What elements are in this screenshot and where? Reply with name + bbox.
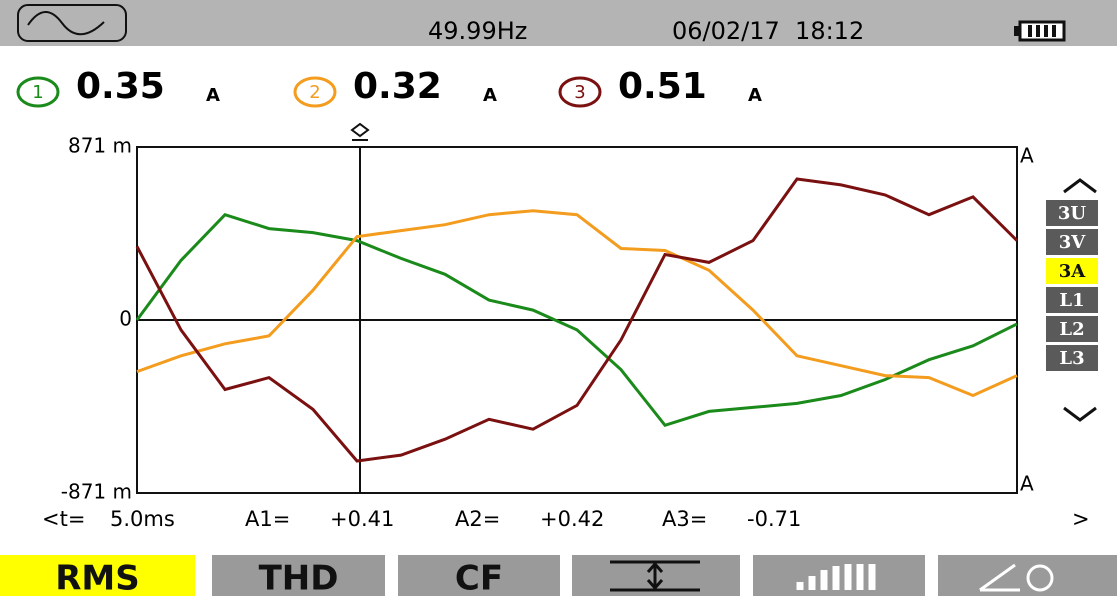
reading-unit: A (483, 85, 497, 106)
tab-label: THD (259, 559, 339, 596)
reading-value: 0.35 (76, 66, 165, 107)
unit-label: A (1020, 144, 1034, 168)
menu-item-label: 3U (1058, 203, 1087, 224)
wave-icon-curve (27, 11, 105, 36)
menu-item[interactable] (1046, 229, 1098, 255)
tab-cursor-icon (610, 560, 700, 592)
cursor-marker (350, 122, 370, 141)
tab[interactable] (212, 555, 385, 596)
reading-unit: A (748, 85, 762, 106)
menu-up[interactable] (1063, 178, 1097, 194)
menu-item-label: L1 (1059, 290, 1084, 311)
phase-badge (558, 76, 602, 108)
phase-number: 3 (574, 82, 585, 103)
series-line (135, 212, 1018, 428)
tab[interactable] (398, 555, 560, 596)
tab-label: CF (455, 559, 503, 596)
y-tick-label: 0 (119, 307, 132, 331)
phase-badge (16, 76, 60, 108)
unit-label: A (1020, 472, 1034, 496)
tab-phasor-icon (979, 563, 1020, 592)
top-bar (0, 0, 1117, 46)
menu-item-label: L2 (1059, 319, 1084, 340)
tab[interactable] (0, 555, 195, 596)
cursor-t-value: 5.0ms (110, 507, 175, 531)
tab-phasor-circle (1026, 564, 1054, 592)
series-line (135, 177, 1019, 463)
menu-item[interactable] (1046, 316, 1098, 342)
cursor-t-label: <t= (42, 507, 85, 531)
menu-item-label: 3A (1059, 261, 1087, 282)
battery-level (1028, 25, 1056, 37)
cursor-label: A1= (245, 507, 290, 531)
battery-tip (1014, 26, 1020, 36)
tab-label: RMS (55, 559, 140, 596)
phase-number: 1 (32, 82, 43, 103)
datetime: 06/02/17 18:12 (672, 17, 864, 45)
menu-item[interactable] (1046, 345, 1098, 371)
cursor-value: +0.42 (540, 507, 604, 531)
cursor-value: +0.41 (330, 507, 394, 531)
cursor-value: -0.71 (747, 507, 801, 531)
menu-item[interactable] (1046, 200, 1098, 226)
series-line (136, 209, 1018, 398)
frequency: 49.99Hz (428, 17, 527, 45)
reading-value: 0.51 (618, 66, 707, 107)
cursor-next[interactable]: > (1072, 507, 1090, 531)
tab-bars-icon (796, 564, 876, 590)
cursor-label: A2= (455, 507, 500, 531)
wave-icon (17, 4, 127, 42)
cursor-label: A3= (662, 507, 707, 531)
menu-item[interactable] (1046, 287, 1098, 313)
y-tick-label: -871 m (61, 480, 132, 504)
phase-badge (293, 76, 337, 108)
phase-number: 2 (309, 82, 320, 103)
menu-item-label: 3V (1059, 232, 1087, 253)
menu-item-label: L3 (1059, 348, 1084, 369)
battery (1018, 20, 1066, 42)
reading-unit: A (206, 85, 220, 106)
menu-down[interactable] (1063, 406, 1097, 422)
menu-item[interactable] (1046, 258, 1098, 284)
reading-value: 0.32 (353, 66, 442, 107)
y-tick-label: 871 m (68, 134, 132, 158)
